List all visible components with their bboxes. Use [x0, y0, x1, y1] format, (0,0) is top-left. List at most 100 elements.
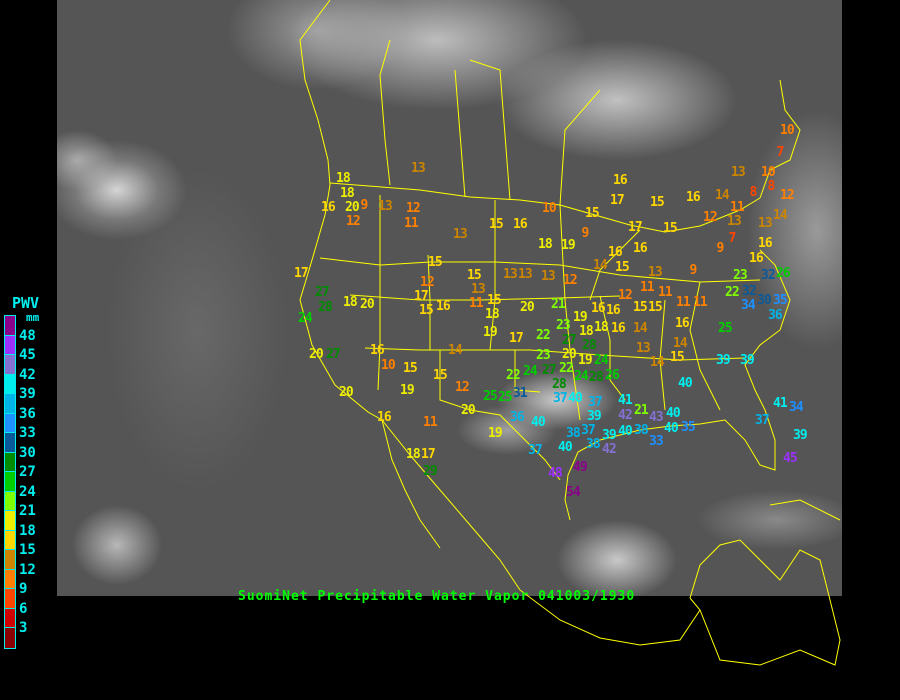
station-pwv-value: 15 [487, 292, 502, 308]
station-pwv-value: 9 [689, 262, 698, 278]
station-pwv-value: 15 [433, 367, 448, 383]
station-pwv-value: 38 [634, 422, 649, 438]
station-pwv-value: 15 [633, 299, 648, 315]
station-pwv-value: 37 [755, 412, 770, 428]
legend-swatch [5, 550, 15, 570]
station-pwv-value: 14 [593, 257, 608, 273]
boundary-line [559, 204, 581, 421]
station-pwv-value: 13 [471, 281, 486, 297]
station-pwv-value: 16 [377, 409, 392, 425]
station-pwv-value: 22 [725, 284, 740, 300]
station-pwv-value: 40 [666, 405, 681, 421]
legend-tick-label: 15 [19, 542, 36, 558]
station-pwv-value: 19 [400, 382, 415, 398]
station-pwv-value: 12 [455, 379, 470, 395]
legend-tick-label: 18 [19, 522, 36, 539]
station-pwv-value: 41 [618, 392, 633, 408]
station-pwv-value: 39 [716, 352, 731, 368]
station-pwv-value: 29 [423, 463, 438, 479]
station-pwv-value: 12 [618, 287, 633, 303]
station-pwv-value: 40 [678, 375, 693, 391]
boundary-line [564, 249, 791, 521]
station-pwv-value: 20 [339, 384, 354, 400]
station-pwv-value: 39 [740, 352, 755, 368]
station-pwv-value: 17 [421, 446, 436, 462]
boundary-line [659, 299, 666, 411]
station-pwv-value: 21 [634, 402, 649, 418]
station-pwv-value: 15 [670, 349, 685, 365]
station-pwv-value: 25 [498, 389, 513, 405]
station-pwv-value: 24 [298, 310, 313, 326]
station-pwv-value: 48 [548, 465, 563, 481]
station-pwv-value: 54 [566, 484, 581, 500]
station-pwv-value: 14 [673, 335, 688, 351]
station-pwv-value: 39 [793, 427, 808, 443]
legend-swatch [5, 433, 15, 453]
station-pwv-value: 28 [589, 369, 604, 385]
legend-swatch [5, 394, 15, 414]
station-pwv-value: 9 [360, 197, 369, 213]
station-pwv-value: 15 [419, 302, 434, 318]
boundary-line [319, 257, 761, 283]
station-pwv-value: 12 [346, 213, 361, 229]
legend-swatch [5, 413, 15, 433]
station-pwv-value: 25 [483, 388, 498, 404]
station-pwv-value: 7 [776, 144, 785, 160]
station-pwv-value: 15 [663, 220, 678, 236]
station-pwv-value: 12 [420, 274, 435, 290]
station-pwv-value: 24 [594, 352, 609, 368]
station-pwv-value: 10 [780, 122, 795, 138]
station-pwv-value: 17 [294, 265, 309, 281]
station-pwv-value: 20 [562, 346, 577, 362]
station-pwv-value: 19 [483, 324, 498, 340]
station-pwv-value: 15 [403, 360, 418, 376]
boundary-line [329, 182, 761, 233]
legend-swatch [5, 608, 15, 628]
legend-swatch [5, 316, 15, 336]
station-pwv-value: 13 [518, 266, 533, 282]
station-pwv-value: 31 [513, 385, 528, 401]
station-pwv-value: 37 [588, 394, 603, 410]
station-pwv-value: 18 [485, 306, 500, 322]
map-title: SuomiNet Precipitable Water Vapor 041003… [238, 589, 636, 604]
station-pwv-value: 16 [606, 302, 621, 318]
station-pwv-value: 16 [321, 199, 336, 215]
station-pwv-value: 12 [563, 272, 578, 288]
station-pwv-value: 38 [566, 425, 581, 441]
station-pwv-value: 30 [757, 292, 772, 308]
legend-tick-label: 24 [19, 483, 36, 500]
legend-swatch [5, 589, 15, 609]
station-pwv-value: 22 [559, 360, 574, 376]
station-pwv-value: 32 [742, 283, 757, 299]
station-pwv-value: 17 [414, 288, 429, 304]
station-pwv-value: 37 [528, 442, 543, 458]
station-pwv-value: 27 [315, 284, 330, 300]
legend-swatch [5, 452, 15, 472]
station-pwv-value: 11 [423, 414, 438, 430]
station-pwv-value: 15 [489, 216, 504, 232]
legend-tick-label: 45 [19, 347, 36, 363]
station-pwv-value: 20 [345, 199, 360, 215]
station-pwv-value: 28 [318, 299, 333, 315]
station-pwv-value: 10 [542, 200, 557, 216]
legend-tick-label: 6 [19, 600, 28, 617]
station-pwv-value: 19 [573, 309, 588, 325]
boundary-line [469, 59, 511, 201]
legend-swatch [5, 530, 15, 550]
station-pwv-value: 7 [728, 230, 737, 246]
station-pwv-value: 13 [503, 266, 518, 282]
station-pwv-value: 36 [510, 409, 525, 425]
station-pwv-value: 13 [378, 198, 393, 214]
station-pwv-value: 27 [562, 332, 577, 348]
station-pwv-value: 45 [783, 450, 798, 466]
station-pwv-value: 18 [594, 319, 609, 335]
station-pwv-value: 27 [326, 346, 341, 362]
legend-tick-label: 21 [19, 503, 36, 519]
legend-tick-label: 39 [19, 386, 36, 402]
station-pwv-value: 13 [648, 264, 663, 280]
boundary-line [599, 295, 626, 401]
station-pwv-value: 28 [582, 337, 597, 353]
station-pwv-value: 14 [715, 187, 730, 203]
political-boundaries [299, 0, 801, 591]
station-pwv-value: 16 [591, 300, 606, 316]
